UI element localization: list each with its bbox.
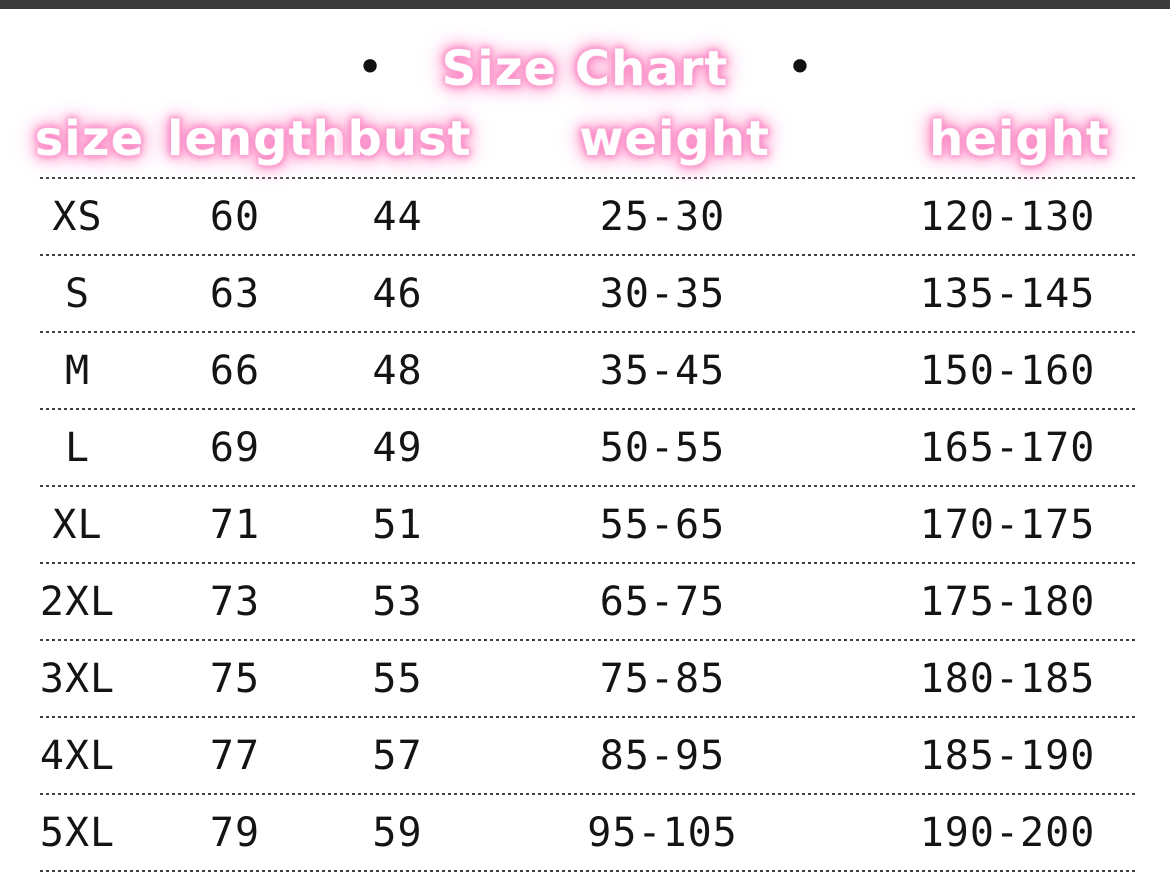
table-cell: 57 <box>372 732 423 779</box>
table-cell: 63 <box>209 270 261 317</box>
size-label-cell: 2XL <box>39 578 116 625</box>
header-divider <box>40 177 1135 179</box>
right-bullet-dot-icon: • <box>786 40 814 94</box>
table-cell: 50-55 <box>599 424 726 471</box>
left-bullet-dot-icon: • <box>356 40 384 94</box>
table-row: XL 71 51 55-65 170-175 <box>0 487 1170 562</box>
table-cell: 79 <box>209 809 261 856</box>
table-cell: 25-30 <box>599 193 726 240</box>
table-cell: 60 <box>209 193 261 240</box>
table-cell: 59 <box>372 809 423 856</box>
size-label-cell: M <box>64 347 91 394</box>
table-cell: 185-190 <box>919 732 1096 779</box>
table-row: 4XL 77 57 85-95 185-190 <box>0 718 1170 793</box>
row-divider <box>40 870 1135 872</box>
table-cell: 35-45 <box>599 347 726 394</box>
table-cell: 49 <box>372 424 423 471</box>
table-cell: 48 <box>372 347 423 394</box>
column-header-height: height <box>929 111 1110 167</box>
size-label-cell: 5XL <box>39 809 116 856</box>
table-cell: 85-95 <box>599 732 726 779</box>
title-row: • Size Chart • <box>0 39 1170 99</box>
row-divider <box>40 331 1135 333</box>
column-header-weight: weight <box>579 111 770 167</box>
size-label-cell: 3XL <box>39 655 116 702</box>
table-cell: 77 <box>209 732 261 779</box>
table-cell: 75-85 <box>599 655 726 702</box>
table-cell: 46 <box>372 270 423 317</box>
table-cell: 190-200 <box>919 809 1096 856</box>
table-cell: 51 <box>372 501 423 548</box>
table-cell: 69 <box>209 424 261 471</box>
table-cell: 170-175 <box>919 501 1096 548</box>
column-header-bust: bust <box>347 111 472 167</box>
table-row: 2XL 73 53 65-75 175-180 <box>0 564 1170 639</box>
size-label-cell: L <box>64 424 91 471</box>
row-divider <box>40 716 1135 718</box>
table-cell: 65-75 <box>599 578 726 625</box>
table-cell: 120-130 <box>919 193 1096 240</box>
row-divider <box>40 485 1135 487</box>
size-label-cell: 4XL <box>39 732 116 779</box>
row-divider <box>40 562 1135 564</box>
table-cell: 95-105 <box>587 809 738 856</box>
column-header-size: size <box>34 111 145 167</box>
size-label-cell: XS <box>52 193 103 240</box>
table-cell: 180-185 <box>919 655 1096 702</box>
top-bar <box>0 0 1170 9</box>
size-label-cell: XL <box>52 501 103 548</box>
table-cell: 44 <box>372 193 423 240</box>
table-row: M 66 48 35-45 150-160 <box>0 333 1170 408</box>
size-table-body: XS 60 44 25-30 120-130 S 63 46 30-35 135-145 M 66 48… <box>0 179 1170 872</box>
table-cell: 73 <box>209 578 261 625</box>
table-cell: 75 <box>209 655 261 702</box>
table-row: L 69 49 50-55 165-170 <box>0 410 1170 485</box>
row-divider <box>40 408 1135 410</box>
table-cell: 175-180 <box>919 578 1096 625</box>
table-row: 3XL 75 55 75-85 180-185 <box>0 641 1170 716</box>
table-row: XS 60 44 25-30 120-130 <box>0 179 1170 254</box>
table-row: S 63 46 30-35 135-145 <box>0 256 1170 331</box>
table-cell: 30-35 <box>599 270 726 317</box>
table-cell: 55-65 <box>599 501 726 548</box>
table-cell: 53 <box>372 578 423 625</box>
table-cell: 135-145 <box>919 270 1096 317</box>
table-cell: 150-160 <box>919 347 1096 394</box>
page-title: Size Chart <box>441 41 729 97</box>
table-cell: 71 <box>209 501 261 548</box>
table-cell: 55 <box>372 655 423 702</box>
table-header-row: size length bust weight height <box>0 101 1170 177</box>
table-row: 5XL 79 59 95-105 190-200 <box>0 795 1170 870</box>
table-cell: 66 <box>209 347 261 394</box>
row-divider <box>40 639 1135 641</box>
row-divider <box>40 793 1135 795</box>
row-divider <box>40 254 1135 256</box>
size-chart-page: • Size Chart • size length bust weight h… <box>0 0 1170 872</box>
table-cell: 165-170 <box>919 424 1096 471</box>
size-table: XS 60 44 25-30 120-130 S 63 46 30-35 135-145 M 66 48… <box>0 177 1170 872</box>
size-label-cell: S <box>64 270 91 317</box>
column-header-length: length <box>167 111 348 167</box>
